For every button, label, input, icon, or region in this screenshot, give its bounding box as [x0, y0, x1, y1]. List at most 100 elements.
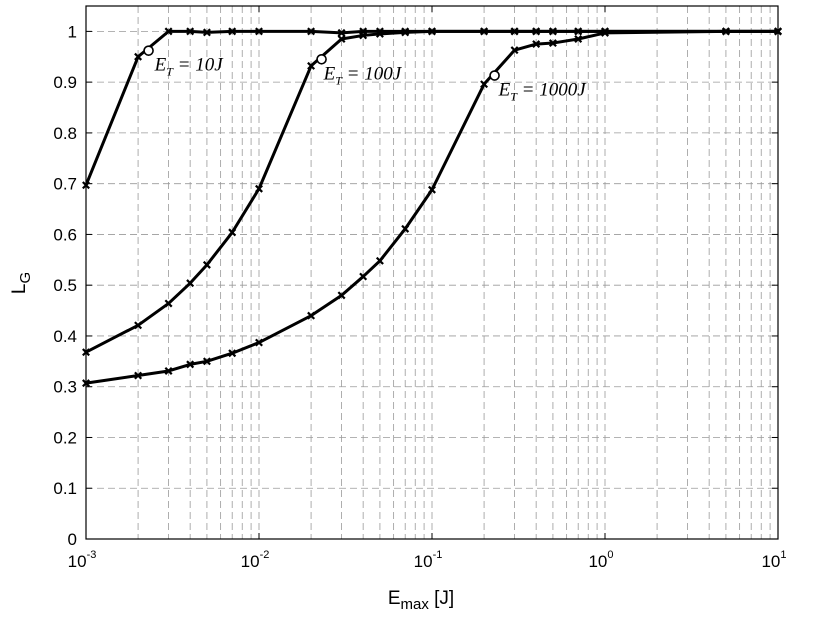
marker-stroke — [337, 291, 346, 300]
marker-stroke — [548, 27, 557, 36]
marker-stroke — [134, 371, 143, 380]
x-axis-label-sub: max — [401, 596, 430, 613]
y-tick-label: 0.3 — [53, 378, 77, 397]
data-point — [255, 184, 263, 193]
data-point — [337, 28, 346, 37]
marker-stroke — [307, 27, 316, 36]
marker-stroke — [255, 27, 263, 36]
y-tick-label: 0.4 — [53, 327, 77, 346]
series-layer — [82, 27, 782, 388]
series-label-main: E — [323, 63, 336, 84]
data-point — [134, 371, 143, 380]
grid — [86, 6, 778, 539]
data-point — [228, 27, 237, 36]
series-label-1: ET = 10J — [154, 55, 225, 79]
y-tick-label: 0 — [68, 530, 77, 549]
data-point — [480, 80, 489, 89]
marker-stroke — [510, 46, 519, 55]
data-point — [428, 27, 436, 36]
marker-stroke — [202, 357, 211, 366]
x-axis-label: Emax [J] — [388, 588, 454, 613]
highlight-point — [489, 70, 500, 81]
marker-stroke — [401, 28, 410, 37]
y-tick-label: 0.8 — [53, 124, 77, 143]
marker-stroke — [307, 61, 316, 70]
x-tick-exponent: 1 — [780, 549, 786, 561]
data-point — [401, 28, 410, 37]
marker-stroke — [134, 321, 143, 330]
data-point — [186, 27, 195, 36]
marker-stroke — [480, 27, 489, 36]
data-point — [228, 228, 237, 237]
series-label-sub: T — [335, 73, 343, 87]
x-tick-exponent: -1 — [433, 549, 443, 561]
marker-stroke — [186, 279, 195, 288]
series-2 — [82, 27, 782, 357]
data-point — [721, 27, 730, 36]
x-tick-base: 10 — [588, 552, 607, 571]
series-label-2: ET = 100J — [323, 63, 403, 87]
data-point — [601, 28, 609, 37]
marker-stroke — [164, 27, 173, 36]
data-point — [202, 28, 211, 37]
data-point — [574, 27, 583, 36]
marker-stroke — [255, 184, 263, 193]
marker-stroke — [532, 40, 541, 49]
x-tick-label: 100 — [588, 549, 613, 571]
data-point — [548, 39, 557, 48]
data-point — [337, 291, 346, 300]
data-point — [428, 185, 436, 194]
data-point — [375, 29, 384, 38]
data-point — [359, 272, 368, 281]
series-label-sub: T — [510, 90, 518, 104]
y-tick-label: 0.5 — [53, 276, 77, 295]
y-tick-label: 0.9 — [53, 73, 77, 92]
y-axis-label: LG — [9, 272, 34, 294]
data-point — [134, 321, 143, 330]
y-tick-label: 0.1 — [53, 479, 77, 498]
x-tick-base: 10 — [414, 552, 433, 571]
marker-stroke — [375, 29, 384, 38]
data-point — [480, 27, 489, 36]
y-tick-label: 0.2 — [53, 428, 77, 447]
x-tick-exponent: 0 — [607, 549, 613, 561]
data-point — [532, 27, 541, 36]
data-point — [574, 35, 583, 43]
x-tick-label: 10-3 — [68, 549, 97, 571]
data-point — [164, 367, 173, 375]
marker-stroke — [574, 35, 583, 43]
data-point — [186, 360, 195, 369]
data-point — [307, 61, 316, 70]
marker-stroke — [401, 224, 410, 233]
y-tick-label: 0.7 — [53, 175, 77, 194]
marker-stroke — [202, 28, 211, 37]
x-tick-label: 101 — [761, 549, 786, 571]
x-tick-base: 10 — [761, 552, 780, 571]
x-tick-exponent: -3 — [87, 549, 97, 561]
marker-stroke — [548, 39, 557, 48]
data-point — [548, 27, 557, 36]
marker-stroke — [202, 260, 211, 269]
marker-stroke — [574, 27, 583, 36]
series-label-rest: = 10J — [173, 55, 224, 76]
data-point — [510, 27, 519, 36]
marker-stroke — [186, 27, 195, 36]
marker-stroke — [186, 360, 195, 369]
data-point — [359, 31, 368, 40]
data-point — [510, 46, 519, 55]
x-tick-label: 10-2 — [241, 549, 270, 571]
y-axis-label-sub: G — [17, 272, 34, 284]
series-label-sub: T — [166, 65, 174, 79]
data-point — [375, 256, 384, 265]
marker-stroke — [375, 256, 384, 265]
marker-stroke — [164, 299, 173, 308]
marker-stroke — [307, 311, 316, 320]
data-point — [337, 35, 346, 43]
x-axis-label-main: E — [388, 588, 401, 609]
marker-stroke — [428, 27, 436, 36]
highlight-point — [143, 45, 154, 56]
x-tick-base: 10 — [241, 552, 260, 571]
marker-stroke — [337, 35, 346, 43]
